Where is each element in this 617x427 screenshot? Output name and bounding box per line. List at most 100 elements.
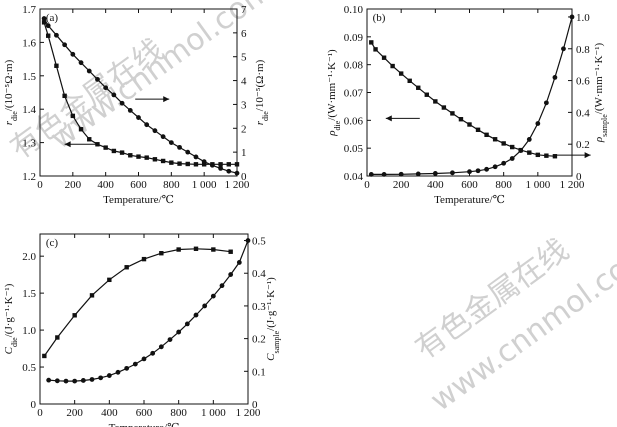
panel-b-y-left-tick-label: 0.10 (344, 4, 364, 16)
panel-b-series-1-point (433, 99, 438, 104)
panel-a-series-2-point (218, 165, 223, 171)
panel-a-y-left-axis-label: rdie/(10⁻⁵Ω·m) (3, 59, 19, 125)
panel-c-x-tick-label: 1 200 (236, 407, 261, 419)
panel-b-series-2-point (561, 46, 566, 52)
panel-b-y-right-tick-label: 0.4 (576, 107, 590, 119)
panel-c-series-1-point (211, 247, 216, 252)
panel-b-series-1-point (467, 122, 472, 127)
panel-c-y-right-tick-label: 0.5 (252, 236, 266, 248)
panel-b-series-1-point (407, 78, 412, 84)
panel-a-series-1-point (62, 93, 67, 99)
panel-c-series-2-point (141, 356, 147, 362)
panel-c-series-2-point (106, 373, 112, 378)
panel-b-series-1-point (424, 92, 429, 97)
panel-b-x-axis-label: Temperature/℃ (434, 194, 505, 206)
panel-b-y-left-tick-label: 0.09 (344, 32, 364, 44)
panel-b-label: (b) (373, 12, 386, 24)
panel-c-series-2-point (98, 375, 104, 381)
panel-b-x-tick-label: 800 (495, 179, 512, 191)
panel-c-x-axis-label: Temperature/℃ (109, 422, 180, 427)
panel-a-series-2-point (119, 100, 125, 106)
panel-b-series-2-point (368, 172, 374, 177)
panel-b-series-2-point (552, 74, 558, 80)
panel-b-series-2-point (492, 164, 498, 170)
panel-a-arrow-head (64, 141, 71, 148)
panel-a-series-1-point (46, 33, 51, 38)
panel-a-series-1-point (144, 155, 149, 160)
panel-c-series-1-point (141, 256, 147, 262)
panel-c-y-left-tick-label: 0.5 (22, 362, 36, 374)
panel-b-y-right-tick-label: 1.0 (576, 12, 590, 24)
panel-a-series-2-point (111, 92, 117, 98)
panel-c-series-2-point (202, 303, 208, 309)
panel-b-y-left-tick-label: 0.07 (344, 88, 364, 100)
panel-b-series-1-point (373, 47, 378, 52)
panel-c-series-2-point (72, 378, 78, 384)
panel-b-arrow-head (584, 152, 591, 159)
panel-b-series-1-point (484, 132, 489, 138)
panel-b-series-2-point (526, 137, 532, 142)
panel-c-series-1-point (55, 335, 60, 340)
panel-a-series-1-point (136, 154, 141, 159)
panel-a-series-2-point (193, 154, 199, 160)
panel-c-series-2-point (245, 238, 251, 243)
panel-a-y-left-tick-label: 1.6 (22, 37, 36, 49)
panel-c-series-1-line (43, 248, 231, 357)
panel-c-y-right-tick-label: 0 (252, 399, 258, 411)
panel-a-series-2-point (70, 51, 76, 57)
panel-a-series-1-point (87, 137, 92, 142)
panel-b-series-1-point (416, 85, 421, 90)
panel-a-y-right-tick-label: 2 (241, 123, 247, 135)
panel-a-series-1-point (177, 161, 182, 166)
panel-c-series-1-point (72, 313, 77, 318)
panel-a-x-tick-label: 200 (65, 179, 82, 191)
panel-b-x-tick-label: 600 (461, 179, 478, 191)
panel-a-series-1-point (103, 145, 108, 150)
panel-a-series-1-point (78, 127, 84, 132)
panel-c-x-tick-label: 200 (66, 407, 83, 419)
panel-c-series-2-point (54, 378, 60, 384)
panel-c-series-2-point (193, 312, 199, 318)
panel-a-x-tick-label: 1 200 (225, 179, 250, 191)
panel-a-y-right-tick-label: 7 (241, 4, 247, 16)
panel-c-series-2-point (132, 361, 138, 367)
panel-b-y-right-axis-label: ρsample/(W·mm⁻¹·K⁻¹) (593, 43, 609, 144)
panel-a-series-1-point (128, 153, 133, 158)
panel-a-series-2-point (78, 60, 84, 66)
panel-a-series-2-point (152, 128, 158, 134)
panel-b-series-2-point (569, 14, 575, 20)
panel-a-series-2-point (54, 32, 59, 38)
panel-b-arrow-head (385, 115, 392, 122)
panel-b-y-left-tick-label: 0.06 (344, 115, 364, 127)
panel-c-y-left-tick-label: 1.5 (22, 288, 36, 300)
panel-b-series-1-point (369, 40, 374, 45)
panel-a-x-axis-label: Temperature/℃ (103, 194, 174, 206)
panel-b-y-left-axis-label: ρdie/(W·mm⁻¹·K⁻¹) (326, 49, 342, 137)
panel-c-x-tick-label: 1 000 (201, 407, 226, 419)
panel-c-y-left-tick-label: 0 (31, 399, 37, 411)
panel-a-series-1-point (193, 162, 199, 167)
panel-c-series-1-point (176, 247, 181, 252)
panel-c-y-right-tick-label: 0.2 (252, 334, 266, 346)
panel-a-arrow-right (135, 96, 170, 103)
panel-b-y-left-tick-label: 0.08 (344, 60, 364, 72)
panel-b-series-1-point (492, 137, 498, 142)
panel-b-series-2-point (518, 148, 524, 153)
panel-c-series-2-point (219, 283, 225, 289)
panel-c-y-right-axis-label: Csample/(J·g⁻¹·K⁻¹) (265, 277, 281, 361)
panel-b-x-tick-label: 0 (364, 179, 370, 191)
panel-a-y-right-tick-label: 1 (241, 147, 247, 159)
panel-c-series-2-point (63, 378, 69, 384)
panel-b-series-1-point (458, 117, 464, 122)
panel-a-x-tick-label: 400 (97, 179, 114, 191)
panel-b-frame (366, 8, 573, 177)
panel-c-label: (c) (46, 237, 59, 249)
panel-a-series-2-point (86, 68, 92, 74)
panel-a-series-1-point (119, 150, 125, 155)
panel-b-y-right-tick-label: 0.8 (576, 44, 590, 56)
panel-a-series-1-point (169, 160, 174, 165)
panel-c-series-2-point (124, 365, 130, 371)
panel-a-series-1-point (226, 162, 231, 167)
panel-b-series-2-point (432, 171, 438, 176)
panel-b-series-2-point (535, 121, 541, 126)
